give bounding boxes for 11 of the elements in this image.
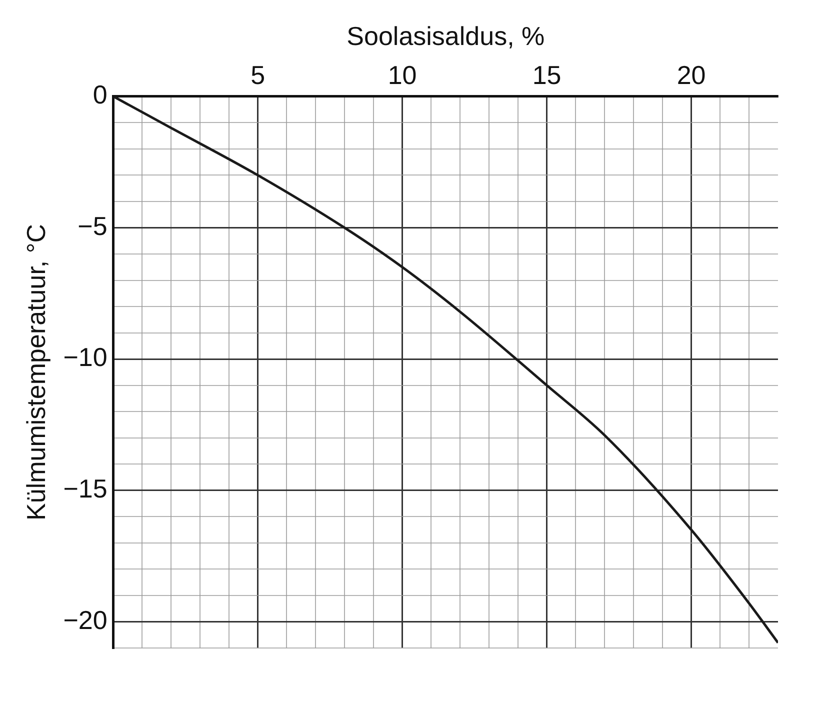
x-tick-label: 5 <box>250 60 266 90</box>
x-tick-label: 10 <box>388 60 417 90</box>
y-tick-label: −5 <box>78 210 108 241</box>
y-tick-label: 0 <box>92 80 108 110</box>
x-axis-title: Soolasisaldus, % <box>346 20 545 51</box>
y-tick-label: −15 <box>63 474 108 504</box>
x-tick-label: 15 <box>532 60 562 90</box>
x-tick-label: 20 <box>676 60 706 90</box>
y-tick-label: −20 <box>63 604 108 635</box>
y-axis-title: Külmumistemperatuur, °C <box>20 224 51 520</box>
y-tick-label: −10 <box>63 342 108 372</box>
